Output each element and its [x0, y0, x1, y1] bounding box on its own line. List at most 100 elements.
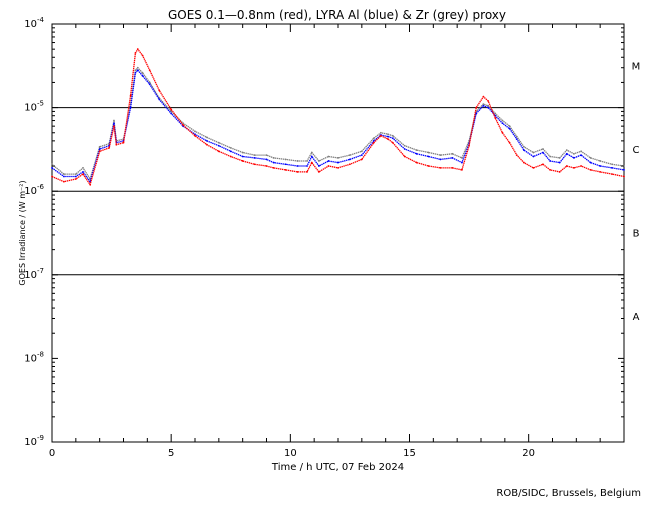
- data-point: [51, 163, 53, 166]
- data-point: [296, 160, 299, 162]
- data-point: [337, 161, 339, 164]
- data-point: [542, 151, 544, 154]
- data-point: [439, 158, 442, 161]
- data-point: [349, 163, 351, 166]
- data-point: [74, 175, 77, 178]
- data-point: [306, 165, 308, 167]
- class-label-M: M: [632, 61, 641, 72]
- data-point: [148, 69, 151, 72]
- data-point: [565, 149, 568, 152]
- x-tick-label-4: 20: [522, 448, 535, 459]
- data-point: [482, 95, 485, 98]
- data-point: [599, 160, 602, 162]
- data-point: [229, 146, 232, 149]
- data-point: [494, 117, 497, 119]
- data-point: [296, 171, 299, 173]
- class-label-A: A: [633, 312, 640, 323]
- data-point: [580, 154, 582, 157]
- data-point: [451, 166, 454, 169]
- data-point: [387, 138, 389, 140]
- data-point: [272, 161, 275, 164]
- data-point: [272, 166, 275, 169]
- class-label-B: B: [633, 229, 640, 240]
- y-tick-label-4: 10-8: [24, 350, 44, 364]
- data-point: [532, 166, 535, 169]
- data-point: [136, 69, 139, 72]
- data-point: [158, 98, 161, 101]
- data-point: [284, 158, 287, 161]
- data-point: [415, 152, 418, 155]
- data-point: [589, 157, 592, 159]
- data-point: [229, 150, 232, 153]
- x-tick-label-1: 5: [168, 448, 174, 459]
- series-0: [51, 66, 625, 181]
- data-point: [439, 166, 442, 169]
- data-point: [349, 158, 351, 161]
- data-point: [113, 122, 115, 125]
- data-point: [565, 165, 568, 167]
- data-point: [122, 141, 125, 144]
- data-point: [310, 151, 313, 154]
- data-point: [415, 161, 418, 164]
- data-point: [217, 141, 220, 144]
- series-line-1: [51, 69, 625, 184]
- data-point: [82, 173, 84, 176]
- series-2: [51, 48, 625, 187]
- data-point: [141, 74, 144, 77]
- data-point: [523, 145, 525, 148]
- data-point: [229, 155, 232, 158]
- data-point: [623, 175, 625, 178]
- data-point: [194, 134, 196, 137]
- data-point: [241, 155, 244, 158]
- data-point: [217, 144, 220, 147]
- data-point: [318, 160, 320, 162]
- data-point: [134, 52, 137, 54]
- x-tick-label-3: 15: [403, 448, 416, 459]
- data-point: [206, 139, 208, 142]
- data-point: [136, 48, 139, 51]
- data-point: [134, 72, 137, 74]
- data-point: [194, 130, 196, 133]
- data-point: [296, 165, 299, 167]
- x-tick-label-0: 0: [49, 448, 55, 459]
- data-point: [523, 149, 525, 152]
- data-point: [558, 157, 561, 159]
- data-point: [265, 165, 268, 167]
- data-point: [380, 131, 382, 134]
- data-point: [372, 141, 375, 144]
- data-point: [623, 168, 625, 171]
- data-point: [89, 183, 92, 186]
- data-point: [439, 154, 442, 157]
- plot-area: [51, 23, 625, 443]
- data-point: [558, 161, 561, 164]
- data-point: [98, 148, 101, 150]
- data-point: [253, 163, 256, 166]
- class-label-C: C: [633, 145, 640, 156]
- data-point: [542, 163, 544, 166]
- y-tick-label-5: 10-9: [24, 434, 44, 448]
- data-point: [573, 152, 575, 155]
- data-point: [113, 125, 115, 128]
- data-point: [387, 135, 389, 138]
- data-point: [82, 171, 84, 173]
- data-point: [360, 158, 363, 161]
- data-point: [327, 155, 330, 158]
- data-point: [182, 124, 184, 126]
- data-point: [265, 158, 268, 161]
- data-point: [310, 155, 313, 158]
- data-point: [206, 136, 208, 139]
- y-axis-title: GOES Irradiance / (W m⁻²): [18, 180, 27, 285]
- data-point: [272, 157, 275, 159]
- data-point: [253, 154, 256, 157]
- series-1: [51, 69, 625, 184]
- data-point: [98, 145, 101, 148]
- data-point: [141, 54, 144, 57]
- data-point: [113, 119, 115, 122]
- data-point: [372, 139, 375, 142]
- data-point: [415, 149, 418, 152]
- plot-frame: [51, 23, 625, 443]
- data-point: [170, 112, 173, 115]
- data-point: [391, 134, 394, 137]
- data-point: [611, 163, 613, 166]
